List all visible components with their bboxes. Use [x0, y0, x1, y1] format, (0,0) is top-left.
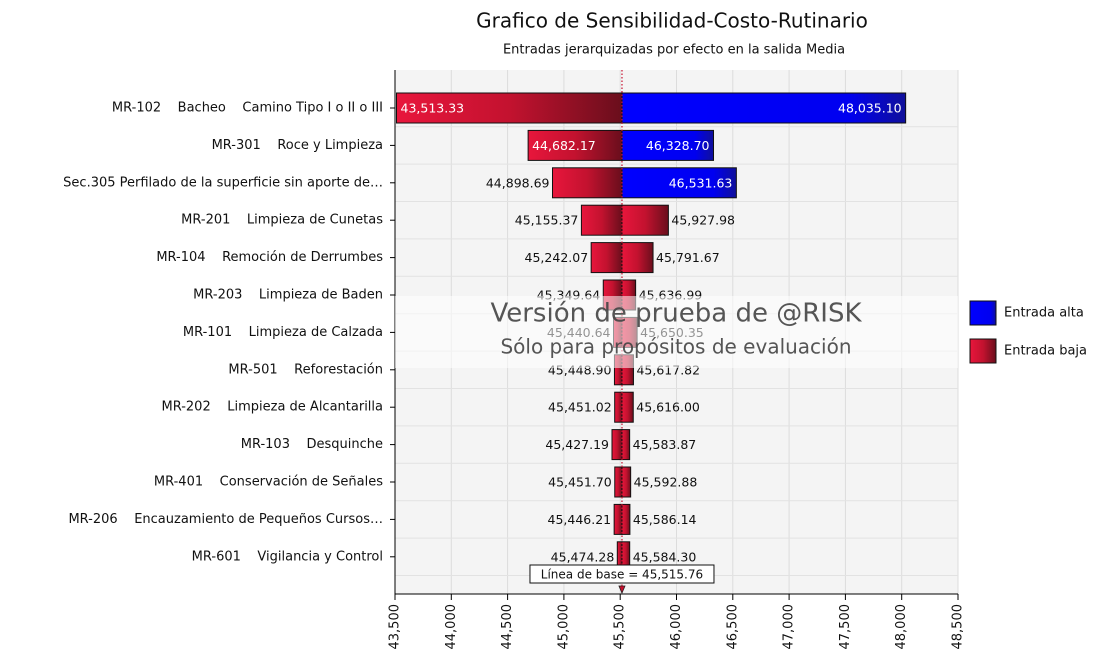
y-tick-label: MR-203 Limpieza de Baden [193, 288, 383, 303]
baseline-marker [618, 585, 626, 595]
watermark: Sólo para propósitos de evaluación [500, 335, 851, 359]
value-label: 45,592.88 [634, 475, 698, 490]
y-tick-label: MR-201 Limpieza de Cunetas [181, 213, 383, 228]
y-tick-label: MR-501 Reforestación [228, 362, 383, 377]
value-label: 45,427.19 [545, 437, 609, 452]
watermark: Versión de prueba de @RISK [490, 299, 862, 329]
legend-label: Entrada baja [1004, 344, 1087, 359]
value-label: 45,586.14 [633, 512, 697, 527]
y-tick-label: MR-101 Limpieza de Calzada [183, 325, 383, 340]
y-tick-label: MR-104 Remoción de Derrumbes [156, 250, 383, 265]
bar [551, 167, 623, 199]
y-tick-label: MR-102 Bacheo Camino Tipo I o II o III [112, 101, 383, 116]
x-tick-label: 48,000 [894, 604, 909, 650]
watermark-band [395, 296, 958, 368]
bar [613, 503, 623, 535]
value-label: 45,242.07 [525, 250, 589, 265]
y-tick-label: MR-401 Conservación de Señales [154, 475, 383, 490]
value-label: 45,927.98 [671, 213, 735, 228]
baseline-label: Línea de base = 45,515.76 [541, 568, 703, 582]
x-tick-label: 48,500 [951, 604, 966, 650]
x-tick-label: 46,500 [725, 604, 740, 650]
bar [621, 391, 634, 423]
value-label: 46,531.63 [669, 175, 733, 190]
value-label: 45,451.02 [548, 400, 612, 415]
value-label: 45,616.00 [636, 400, 700, 415]
chart-title: Grafico de Sensibilidad-Costo-Rutinario [476, 9, 868, 33]
bar [396, 92, 623, 124]
bar [621, 466, 632, 498]
value-label: 48,035.10 [838, 101, 902, 116]
bar [621, 204, 669, 236]
bar [621, 503, 631, 535]
x-tick-label: 45,000 [556, 604, 571, 650]
value-label: 45,583.87 [633, 437, 697, 452]
value-label: 45,155.37 [515, 213, 579, 228]
bar [621, 167, 737, 199]
baseline-label-box [529, 564, 715, 584]
value-label: 45,584.30 [633, 549, 697, 564]
value-label: 45,791.67 [656, 250, 720, 265]
value-label: 45,446.21 [548, 512, 612, 527]
x-tick-label: 47,000 [782, 604, 797, 650]
x-tick-label: 46,000 [669, 604, 684, 650]
bar [614, 466, 623, 498]
bar [621, 429, 631, 461]
y-tick-label: MR-103 Desquinche [241, 437, 383, 452]
y-tick-label: MR-601 Vigilancia y Control [192, 549, 383, 564]
x-tick-label: 47,500 [838, 604, 853, 650]
value-label: 44,682.17 [532, 138, 596, 153]
bar [621, 242, 654, 274]
y-tick-label: MR-301 Roce y Limpieza [212, 138, 383, 153]
bar [611, 429, 623, 461]
value-label: 44,898.69 [486, 175, 550, 190]
x-tick-label: 45,500 [613, 604, 628, 650]
bar [580, 204, 623, 236]
value-label: 46,328.70 [646, 138, 710, 153]
x-tick-label: 44,500 [500, 604, 515, 650]
y-tick-label: MR-202 Limpieza de Alcantarilla [161, 400, 383, 415]
chart-subtitle: Entradas jerarquizadas por efecto en la … [503, 43, 845, 58]
legend-swatch [969, 338, 997, 364]
bar [621, 129, 715, 161]
legend-label: Entrada alta [1004, 306, 1084, 321]
value-label: 45,474.28 [551, 549, 615, 564]
x-tick-label: 43,500 [388, 604, 403, 650]
bar [614, 391, 623, 423]
y-tick-label: MR-206 Encauzamiento de Pequeños Cursos… [68, 512, 383, 527]
bar [621, 92, 907, 124]
legend-swatch [969, 300, 997, 326]
bar [527, 129, 623, 161]
value-label: 45,451.70 [548, 475, 612, 490]
x-tick-label: 44,000 [444, 604, 459, 650]
y-tick-label: Sec.305 Perfilado de la superficie sin a… [63, 175, 383, 190]
bar [590, 242, 623, 274]
value-label: 43,513.33 [401, 101, 465, 116]
